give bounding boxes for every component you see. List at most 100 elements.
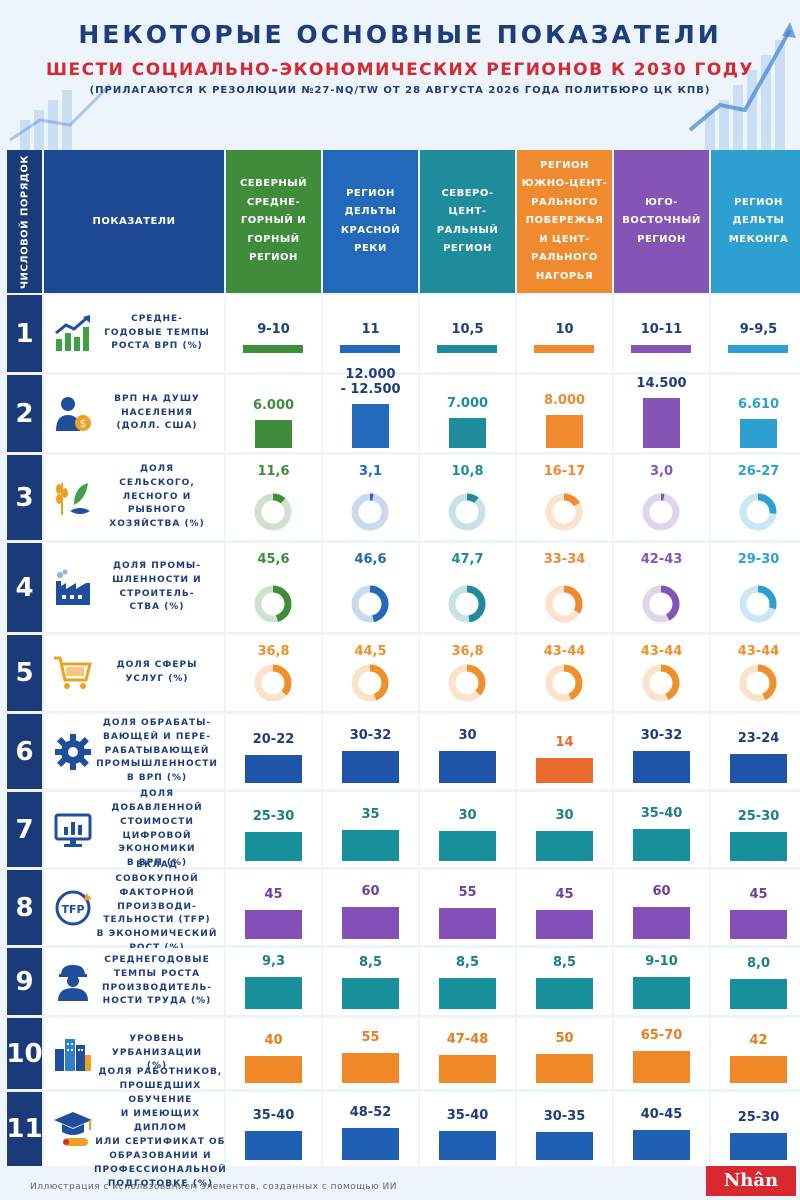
region-header-2: РЕГИОН ДЕЛЬТЫ КРАСНОЙ РЕКИ (323, 150, 418, 293)
value-cell: 8.000 (517, 375, 612, 452)
value-label: 11,6 (257, 464, 290, 479)
value-cell: 36,8 (420, 635, 515, 711)
donut-share-arc (448, 664, 486, 702)
value-label: 20-22 (252, 732, 295, 747)
value-cell: 35-40 (420, 1092, 515, 1166)
share-donut (351, 493, 389, 531)
value-cell: 10,8 (420, 455, 515, 540)
indicator-label: СРЕДНЕГОДОВЫЕ ТЕМПЫ РОСТА ПРОИЗВОДИТЕЛЬ-… (101, 954, 213, 1007)
value-label: 10,8 (451, 464, 484, 479)
value-cell: 14 (517, 714, 612, 789)
value-bar (633, 1130, 690, 1160)
value-cell: 35-40 (614, 792, 709, 867)
value-bar (631, 345, 691, 353)
value-bar (536, 1132, 593, 1160)
donut-share-arc (642, 493, 680, 531)
value-cell: 10 (517, 295, 612, 372)
donut-track (448, 493, 486, 531)
value-label: 55 (458, 885, 477, 900)
value-label: 35-40 (446, 1108, 489, 1123)
indicator-cell: ДОЛЯ ПРОМЫ- ШЛЕННОСТИ И СТРОИТЕЛЬ- СТВА … (44, 543, 224, 632)
indicator-label: ДОЛЯ ДОБАВЛЕННОЙ СТОИМОСТИ ЦИФРОВОЙ ЭКОН… (111, 788, 203, 869)
value-cell: 26-27 (711, 455, 800, 540)
value-cell: 25-30 (226, 792, 321, 867)
value-cell: 12.000 - 12.500 (323, 367, 418, 452)
row-number: 4 (7, 543, 42, 632)
donut-share-arc (642, 664, 680, 702)
value-label: 55 (361, 1030, 380, 1045)
value-cell: 9-9,5 (711, 295, 800, 372)
donut-share-arc (351, 585, 389, 623)
value-cell: 44,5 (323, 635, 418, 711)
region-name: ЮГО- ВОСТОЧНЫЙ РЕГИОН (622, 196, 701, 245)
donut-share-arc (351, 493, 389, 531)
value-cell: 8,5 (517, 948, 612, 1015)
value-cell: 30 (517, 792, 612, 867)
value-cell: 16-17 (517, 455, 612, 540)
growth-chart-icon (55, 314, 90, 351)
indicator-cell: ДОЛЯ ДОБАВЛЕННОЙ СТОИМОСТИ ЦИФРОВОЙ ЭКОН… (44, 789, 224, 868)
value-label: 25-30 (737, 1110, 780, 1125)
value-bar (536, 910, 593, 939)
indicator-cell: ДОЛЯ СФЕРЫ УСЛУГ (%) (44, 635, 224, 711)
indicator-label: ДОЛЯ СЕЛЬСКОГО, ЛЕСНОГО И РЫБНОГО ХОЗЯЙС… (109, 463, 205, 530)
value-label: 8,0 (746, 956, 771, 971)
value-cell: 35-40 (226, 1092, 321, 1166)
value-cell: 30 (420, 714, 515, 789)
value-cell: 25-30 (711, 792, 800, 867)
share-donut (545, 493, 583, 531)
value-label: 10 (555, 322, 574, 337)
donut-share-arc (545, 493, 583, 531)
value-label: 43-44 (543, 644, 586, 659)
value-cell: 50 (517, 1018, 612, 1089)
agriculture-icon (56, 482, 90, 515)
value-cell: 42 (711, 1018, 800, 1089)
shopping-cart-icon (54, 656, 92, 689)
value-bar (730, 1056, 787, 1083)
value-label: 30-35 (543, 1109, 586, 1124)
value-cell: 11 (323, 295, 418, 372)
table-row: 1 СРЕДНЕ- ГОДОВЫЕ ТЕМПЫ РОСТА ВРП (%) 9-10… (7, 295, 800, 372)
row-number: 3 (7, 455, 42, 540)
value-bar (342, 1053, 399, 1083)
value-cell: 43-44 (517, 635, 612, 711)
row-number-label: 9 (15, 966, 34, 997)
value-cell: 45 (517, 870, 612, 945)
resolution-note: (ПРИЛАГАЮТСЯ К РЕЗОЛЮЦИИ №27-NQ/TW ОТ 28… (89, 85, 711, 96)
indicator-label: ДОЛЯ ПРОМЫ- ШЛЕННОСТИ И СТРОИТЕЛЬ- СТВА … (112, 560, 202, 613)
share-donut (448, 585, 486, 623)
indicator-cell: ДОЛЯ РАБОТНИКОВ, ПРОШЕДШИХ ОБУЧЕНИЕ И ИМ… (44, 1067, 226, 1189)
donut-share-arc (642, 585, 680, 623)
table-row: 2 $ ВРП НА ДУШУ НАСЕЛЕНИЯ (ДОЛЛ. США) 6.000… (7, 367, 800, 452)
value-label: 26-27 (737, 464, 780, 479)
value-bar (536, 1054, 593, 1083)
value-cell: 43-44 (614, 635, 709, 711)
value-bar (342, 830, 399, 861)
region-header-6: РЕГИОН ДЕЛЬТЫ МЕКОНГА (711, 150, 800, 293)
value-label: 30 (555, 808, 574, 823)
value-bar (730, 754, 787, 783)
value-bar (245, 755, 302, 783)
share-donut (254, 585, 292, 623)
row-number-label: 7 (15, 814, 34, 845)
value-cell: 9-10 (614, 948, 709, 1015)
svg-text:TFP: TFP (61, 903, 84, 916)
donut-track (254, 493, 292, 531)
value-cell: 40 (226, 1018, 321, 1089)
row-number: 8 (7, 870, 42, 945)
share-donut (254, 493, 292, 531)
region-header-3: СЕВЕРО- ЦЕНТ- РАЛЬНЫЙ РЕГИОН (420, 150, 515, 293)
share-donut (448, 493, 486, 531)
value-label: 16-17 (543, 464, 586, 479)
value-label: 29-30 (737, 552, 780, 567)
value-label: 50 (555, 1031, 574, 1046)
digital-monitor-icon (54, 813, 92, 847)
donut-share-arc (254, 585, 292, 623)
value-label: 3,0 (649, 464, 674, 479)
value-cell: 33-34 (517, 543, 612, 632)
nhan-dan-logo: Nhân Dân (706, 1166, 796, 1196)
share-donut (351, 664, 389, 702)
row-number-label: 3 (15, 482, 34, 513)
value-bar (730, 910, 787, 939)
value-bar (536, 758, 593, 783)
